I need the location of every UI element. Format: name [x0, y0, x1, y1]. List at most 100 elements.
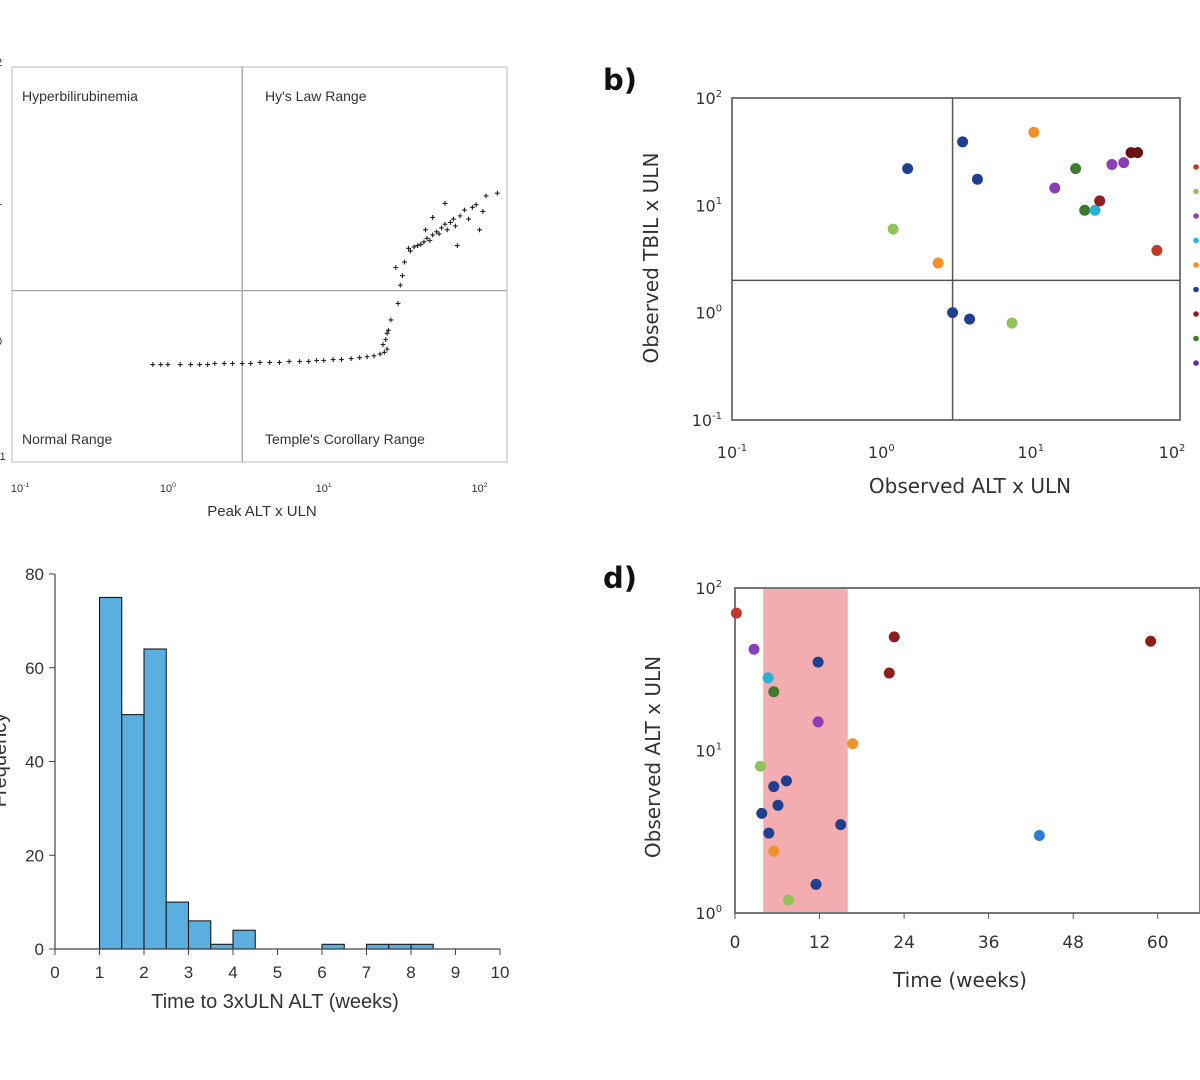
panel-d-data-point — [780, 775, 792, 787]
panel-d-data-point — [1033, 829, 1045, 841]
panel-a-data-point — [395, 301, 401, 306]
panel-a-data-point — [402, 259, 407, 265]
panel-a-data-point — [483, 193, 489, 199]
panel-d-x-tick-label: 12 — [809, 933, 831, 953]
panel-a-data-point — [383, 337, 389, 343]
panel-d-data-point — [756, 807, 768, 819]
panel-a-data-point — [442, 201, 448, 206]
panel-b-y-ticks: 10-1 100 101 102 — [692, 89, 722, 430]
panel-c: 0 1 2 3 4 5 6 7 8 9 10 0 20 40 60 80 Time to 3xULN ALT… — [0, 565, 509, 1013]
panel-b-legend-marker — [1193, 286, 1199, 293]
panel-a-data-point — [384, 346, 390, 352]
histogram-bar — [165, 901, 190, 950]
panel-b-data-point — [1089, 204, 1101, 216]
panel-a-x-tick-label: 100 — [160, 482, 176, 495]
panel-a-data-point — [397, 282, 403, 288]
panel-d-y-tick-label: 101 — [695, 741, 722, 760]
panel-b-data-point — [1079, 204, 1091, 216]
panel-c-x-axis-label: Time to 3xULN ALT (weeks) — [151, 991, 398, 1013]
histogram-bar — [388, 943, 412, 950]
panel-a-data-point — [393, 265, 399, 270]
panel-b-legend-marker — [1193, 164, 1199, 170]
panel-b-x-tick-label: 10-1 — [717, 443, 747, 462]
panel-d-y-tick-label: 102 — [695, 579, 722, 598]
panel-a-data-point — [442, 221, 448, 227]
panel-c-y-tick-label: 20 — [25, 846, 44, 865]
panel-a-data-point — [339, 357, 344, 362]
panel-a-x-tick-label: 101 — [316, 482, 332, 495]
panel-a-data-point — [473, 202, 479, 208]
panel-a-data-point — [462, 207, 467, 213]
panel-c-x-tick-label: 6 — [317, 963, 326, 982]
panel-a-data-point — [430, 215, 436, 220]
panel-d-data-point — [768, 781, 780, 793]
panel-a-data-point — [444, 227, 450, 233]
panel-d-x-tick-label: 24 — [893, 933, 915, 953]
panel-a-data-point — [371, 353, 377, 359]
panel-b-legend-marker — [1193, 237, 1199, 244]
panel-d-label: d) — [603, 561, 637, 595]
panel-a-y-tick-cropped: 2 — [0, 57, 2, 69]
panel-d-data-point — [754, 760, 766, 772]
panel-d-data-point — [730, 607, 742, 619]
panel-d-x-ticks: 0 12 24 36 48 60 — [730, 913, 1169, 953]
panel-a-data-point — [415, 243, 420, 249]
panel-d-data-point — [812, 656, 824, 668]
panel-d-y-ticks: 100 101 102 — [695, 579, 722, 923]
panel-d-points — [730, 607, 1157, 906]
panel-b-x-tick-label: 102 — [1159, 443, 1186, 462]
panel-a-data-point — [436, 231, 442, 237]
panel-c-y-axis-label: Frequency — [0, 713, 11, 808]
histogram-bar — [187, 920, 212, 950]
panel-b-x-tick-label: 100 — [868, 443, 895, 462]
panel-a-data-point — [314, 358, 319, 363]
panel-a-data-point — [400, 273, 405, 279]
panel-b-data-point — [902, 163, 914, 175]
panel-b-y-tick-label: 101 — [695, 196, 722, 215]
panel-a-data-point — [221, 361, 227, 366]
histogram-bar — [98, 596, 123, 950]
panel-c-y-tick-label: 60 — [25, 659, 44, 678]
panel-d-data-point — [748, 643, 760, 655]
panel-a-y-tick-cropped: 1 — [0, 196, 2, 208]
panel-a-data-point — [330, 357, 336, 362]
panel-b-legend-marker — [1193, 188, 1199, 195]
panel-a-data-point — [477, 227, 482, 233]
panel-a-data-point — [466, 216, 471, 222]
panel-a-data-point — [197, 362, 203, 367]
panel-c-x-tick-label: 3 — [184, 963, 193, 982]
panel-b-data-point — [1118, 157, 1130, 169]
panel-d-data-point — [835, 819, 847, 831]
panel-c-x-tick-label: 0 — [50, 963, 59, 982]
panel-d-data-point — [1145, 635, 1157, 647]
panel-c-x-tick-label: 1 — [95, 963, 104, 982]
panel-a-data-point — [406, 245, 411, 251]
panel-a-data-point — [380, 342, 386, 347]
panel-a-data-point — [470, 204, 475, 210]
panel-a-data-point — [384, 330, 390, 336]
histogram-bar — [232, 929, 256, 950]
panel-a-data-point — [451, 216, 456, 222]
panel-b-data-point — [1028, 126, 1040, 138]
panel-a-data-point — [457, 213, 463, 219]
panel-a-data-point — [381, 349, 387, 355]
region-label-temples-corollary: Temple's Corollary Range — [265, 431, 425, 447]
panel-d-data-point — [772, 799, 784, 811]
panel-a-y-tick-cropped: -1 — [0, 451, 6, 463]
panel-a-data-point — [239, 361, 245, 366]
panel-a-data-point — [364, 354, 370, 360]
panel-a-data-point — [418, 241, 424, 247]
panel-d-data-point — [763, 827, 775, 839]
histogram-bar — [365, 943, 390, 950]
panel-b-data-point — [957, 136, 969, 148]
panel-d-x-axis-label: Time (weeks) — [892, 968, 1027, 992]
panel-a-data-point — [248, 361, 254, 366]
panel-c-x-tick-label: 4 — [228, 963, 237, 982]
panel-b-legend-marker — [1193, 213, 1199, 219]
panel-b-legend-marker — [1193, 311, 1199, 317]
panel-a-data-point — [447, 220, 453, 225]
panel-b-y-tick-label: 10-1 — [692, 411, 722, 430]
panel-c-y-tick-label: 80 — [25, 565, 44, 584]
panel-c-x-tick-label: 5 — [273, 963, 282, 982]
